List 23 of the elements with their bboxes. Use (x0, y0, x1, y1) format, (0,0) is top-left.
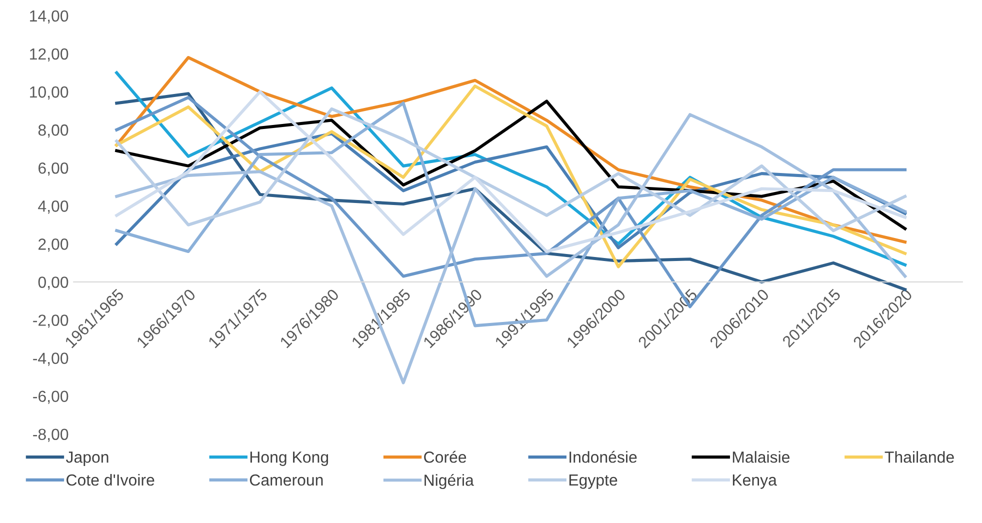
legend-label: Hong Kong (250, 452, 328, 466)
y-tick-label: -6,00 (33, 390, 68, 404)
y-tick-label: 8,00 (38, 124, 68, 138)
legend-label: Nigéria (424, 474, 474, 490)
y-tick-label: 0,00 (38, 276, 68, 290)
y-tick-label: -4,00 (33, 352, 68, 366)
y-tick-label: 6,00 (38, 162, 68, 176)
y-tick-label: 4,00 (38, 200, 68, 214)
legend-label: Cote d'Ivoire (66, 474, 154, 486)
y-tick-label: 12,00 (30, 48, 68, 62)
legend-label: Corée (424, 450, 466, 463)
y-tick-label: -8,00 (33, 428, 68, 442)
legend-label: Kenya (732, 474, 777, 489)
legend-label: Egypte (569, 474, 618, 489)
legend-label: Cameroun (250, 474, 323, 486)
y-tick-label: 2,00 (38, 238, 68, 252)
y-tick-label: 14,00 (30, 10, 68, 24)
y-tick-label: -2,00 (33, 314, 68, 328)
legend-label: Japon (66, 452, 108, 466)
legend-label: Indonésie (570, 450, 637, 463)
legend-label: Malaisie (732, 451, 790, 463)
y-tick-label: 10,00 (30, 86, 68, 100)
legend-label: Thailande (884, 451, 954, 463)
